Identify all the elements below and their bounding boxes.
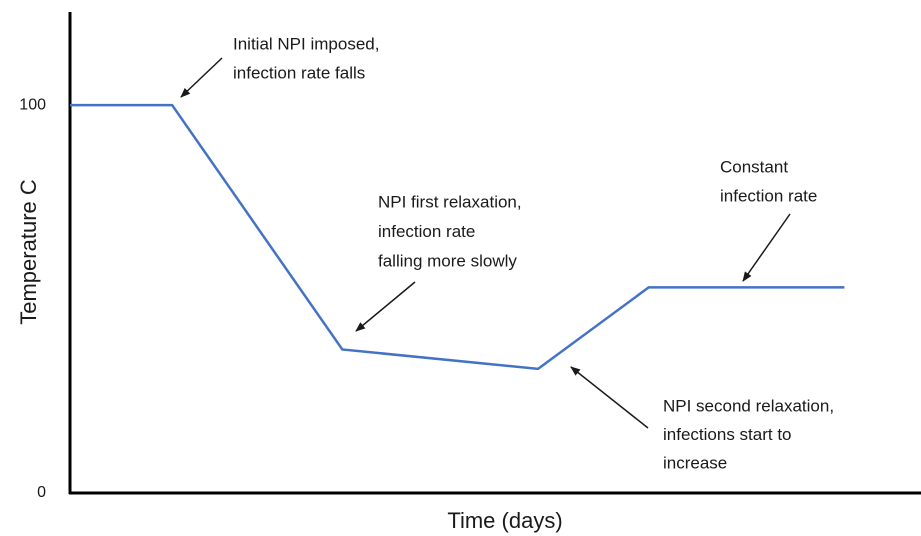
annotation-text: infection rate falls [233,63,365,82]
annotation-text: NPI second relaxation, [663,396,834,415]
x-axis-title: Time (days) [447,508,562,533]
annotation-arrow [180,57,223,98]
y-axis-title: Temperature C [16,179,41,325]
annotation-text: Initial NPI imposed, [233,34,379,53]
annotation-text: falling more slowly [378,251,517,270]
annotation-arrow [355,281,416,332]
annotation-text: increase [663,453,727,472]
annotation-arrow [570,366,649,429]
annotation-text: infection rate [378,222,475,241]
y-tick-label: 100 [19,96,46,113]
annotation-text: infection rate [720,186,817,205]
data-line [70,103,845,371]
annotation-text: infections start to [663,425,792,444]
annotation-text: NPI first relaxation, [378,192,522,211]
annotation-text: Constant [720,157,788,176]
y-tick-label: 0 [37,484,46,501]
annotation-arrow [742,213,791,282]
